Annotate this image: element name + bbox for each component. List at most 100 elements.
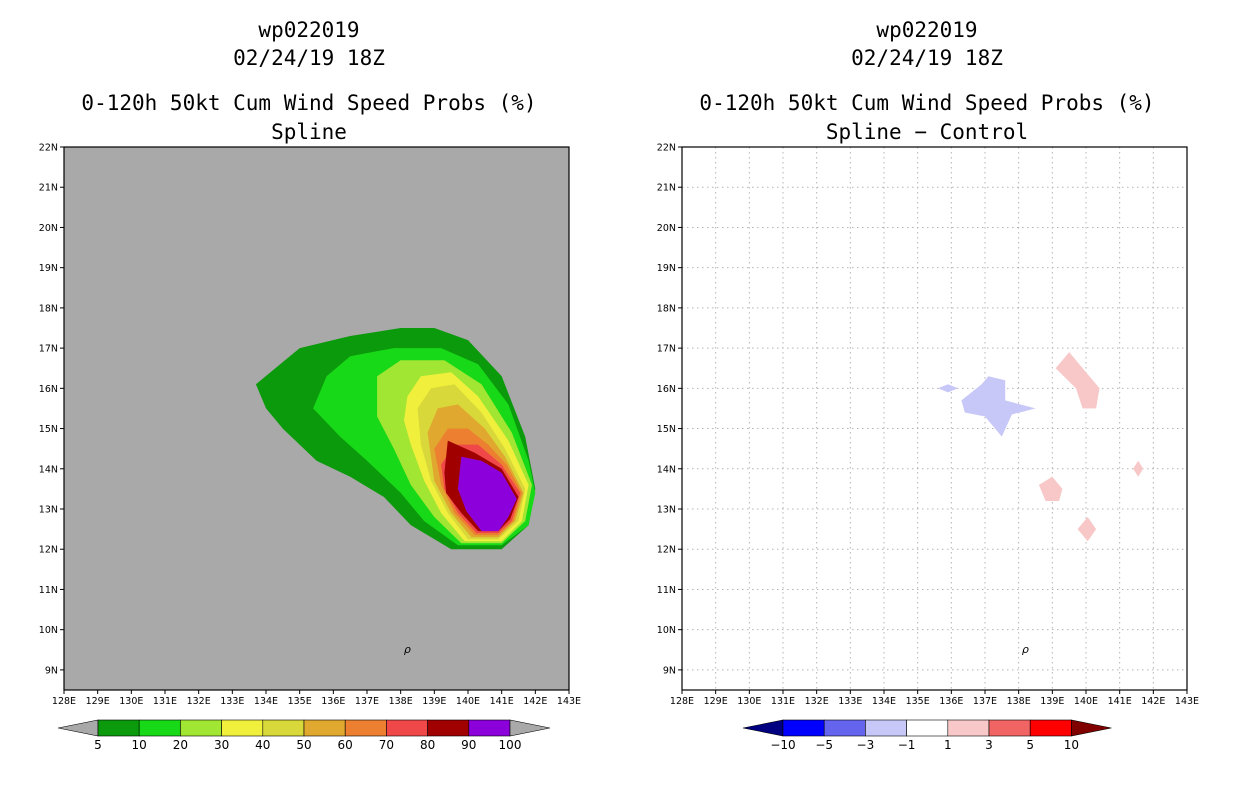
legend-swatch (262, 719, 305, 737)
x-tick-label: 129E (86, 696, 110, 707)
legend-label: −1 (898, 738, 916, 752)
y-tick-label: 10N (39, 625, 58, 636)
legend-swatch (947, 719, 990, 737)
x-tick-label: 134E (254, 696, 278, 707)
x-tick-label: 140E (1074, 696, 1098, 707)
x-tick-label: 131E (771, 696, 795, 707)
y-tick-label: 22N (657, 143, 676, 154)
y-tick-label: 21N (39, 183, 58, 194)
legend-label: 10 (1064, 738, 1079, 752)
y-tick-label: 21N (657, 183, 676, 194)
x-tick-label: 138E (389, 696, 413, 707)
legend-label: 90 (461, 738, 476, 752)
storm-marker: ρ (1022, 643, 1029, 656)
x-tick-label: 136E (939, 696, 963, 707)
contour-1-3 (1077, 517, 1097, 542)
x-tick-label: 137E (355, 696, 379, 707)
contour--3--1 (961, 376, 1036, 437)
legend-label: 10 (132, 738, 147, 752)
y-tick-label: 14N (657, 464, 676, 475)
storm-id-title: wp022019 (876, 18, 978, 42)
x-tick-label: 140E (456, 696, 480, 707)
legend-swatch (865, 719, 907, 737)
legend-swatch (138, 719, 181, 737)
x-tick-label: 143E (557, 696, 581, 707)
legend-label: 5 (1026, 738, 1034, 752)
x-tick-label: 143E (1175, 696, 1199, 707)
legend-swatch (823, 719, 866, 737)
legend-label: 60 (338, 738, 353, 752)
y-tick-label: 12N (39, 545, 58, 556)
y-tick-label: 13N (39, 505, 58, 516)
legend-swatch (221, 719, 264, 737)
datetime-title: 02/24/19 18Z (233, 46, 385, 70)
contour-1-3 (1055, 352, 1100, 409)
legend-arrow-high (509, 719, 551, 737)
y-tick-label: 13N (657, 505, 676, 516)
y-tick-label: 22N (39, 143, 58, 154)
legend-label: 100 (499, 738, 522, 752)
chart-subtitle: Spline − Control (825, 120, 1029, 144)
x-tick-label: 142E (1141, 696, 1165, 707)
y-tick-label: 16N (39, 384, 58, 395)
legend-label: 70 (379, 738, 394, 752)
legend-label: 1 (944, 738, 952, 752)
legend-swatch (344, 719, 387, 737)
y-tick-label: 19N (39, 263, 58, 274)
right-chart-panel: wp022019 02/24/19 18Z 0-120h 50kt Cum Wi… (618, 0, 1236, 800)
legend-label: 30 (214, 738, 229, 752)
storm-id-title: wp022019 (258, 18, 360, 42)
y-tick-label: 18N (657, 303, 676, 314)
x-tick-label: 136E (321, 696, 345, 707)
y-tick-label: 18N (39, 303, 58, 314)
legend-label: 50 (296, 738, 311, 752)
legend-label: −5 (815, 738, 833, 752)
datetime-title: 02/24/19 18Z (851, 46, 1003, 70)
x-tick-label: 130E (737, 696, 761, 707)
y-tick-label: 11N (657, 585, 676, 596)
y-tick-label: 16N (657, 384, 676, 395)
contour-90-100 (457, 456, 517, 532)
y-tick-label: 19N (657, 263, 676, 274)
left-chart-panel: wp022019 02/24/19 18Z 0-120h 50kt Cum Wi… (39, 18, 581, 753)
x-tick-label: 133E (838, 696, 862, 707)
x-tick-label: 141E (490, 696, 514, 707)
legend-arrow-high (1071, 719, 1112, 737)
x-tick-label: 139E (422, 696, 446, 707)
y-tick-label: 15N (39, 424, 58, 435)
x-tick-label: 132E (187, 696, 211, 707)
y-tick-label: 17N (657, 344, 676, 355)
legend-swatch (180, 719, 222, 737)
contour-1-3 (1038, 476, 1063, 501)
contour-1-3 (1133, 460, 1144, 477)
legend-label: 5 (94, 738, 102, 752)
y-tick-label: 15N (657, 424, 676, 435)
plot-frame (681, 146, 1188, 691)
legend-swatch (97, 719, 140, 737)
legend-swatch (782, 719, 825, 737)
wind-probability-map: ρ 128E 129E 130E 131E 132E 133E 134E 135E 136E 137… (39, 143, 581, 753)
chart-subtitle: Spline (271, 120, 347, 144)
y-tick-label: 20N (657, 223, 676, 234)
x-tick-label: 129E (704, 696, 728, 707)
x-tick-label: 142E (523, 696, 547, 707)
y-tick-label: 12N (657, 545, 676, 556)
probability-difference-map: ρ 128E 129E 130E 131E 132E 133E 134E 135E 136E 137… (657, 143, 1199, 753)
y-tick-label: 14N (39, 464, 58, 475)
x-tick-label: 130E (119, 696, 143, 707)
legend-label: 3 (985, 738, 993, 752)
legend-arrow-low (742, 719, 784, 737)
x-tick-label: 135E (288, 696, 312, 707)
y-tick-label: 9N (663, 665, 676, 676)
legend-label: 80 (420, 738, 435, 752)
y-tick-label: 20N (39, 223, 58, 234)
x-tick-label: 133E (220, 696, 244, 707)
legend-swatch (303, 719, 346, 737)
y-tick-label: 17N (39, 344, 58, 355)
legend-swatch (988, 719, 1031, 737)
x-tick-label: 131E (153, 696, 177, 707)
x-tick-label: 134E (872, 696, 896, 707)
x-tick-label: 139E (1040, 696, 1064, 707)
contour--3--1 (937, 384, 959, 393)
y-tick-label: 11N (39, 585, 58, 596)
